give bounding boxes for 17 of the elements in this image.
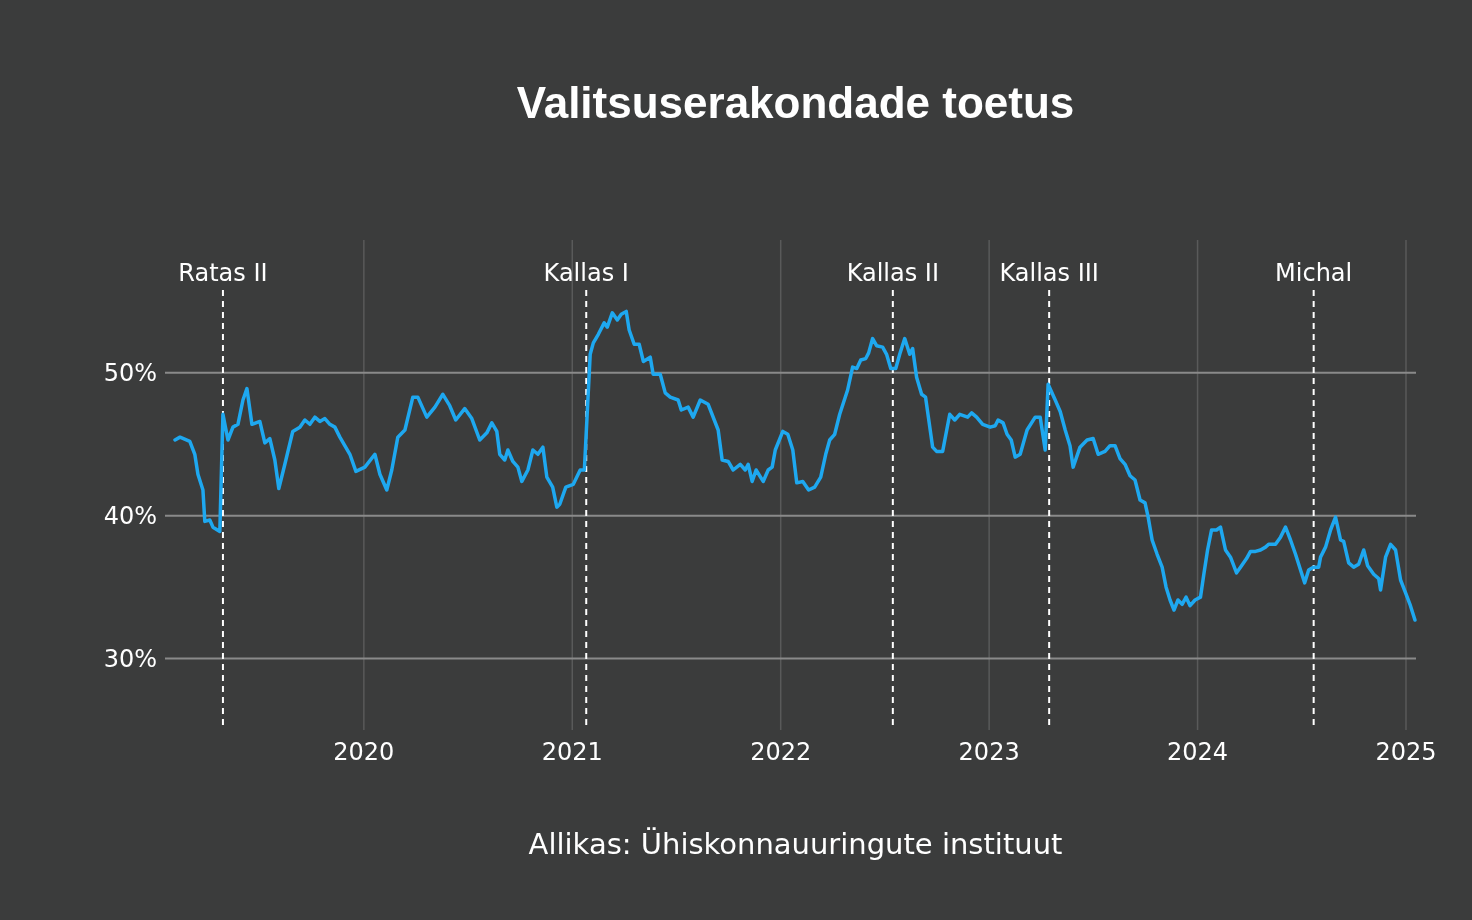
x-tick-label: 2023: [958, 738, 1020, 766]
text: Allikas: Ühiskonnauuringute instituut: [528, 827, 1063, 861]
x-tick-label: 2021: [541, 738, 603, 766]
ref-line-label: Kallas I: [543, 259, 629, 287]
x-tick-label: 2020: [333, 738, 395, 766]
x-tick-label: 2025: [1375, 738, 1437, 766]
ref-line-label: Kallas III: [999, 259, 1099, 287]
ref-line-label: Ratas II: [178, 259, 268, 287]
ref-line-label: Michal: [1275, 259, 1353, 287]
y-tick-label: 50%: [103, 359, 157, 388]
y-tick-label: 30%: [103, 644, 157, 673]
x-tick-label: 2024: [1167, 738, 1229, 766]
y-tick-label: 40%: [103, 502, 157, 531]
line-series: [173, 309, 1417, 622]
x-tick-label: 2022: [750, 738, 812, 766]
ref-line-label: Kallas II: [846, 259, 940, 287]
chart-title: Valitsuserakondade toetus: [516, 78, 1075, 127]
